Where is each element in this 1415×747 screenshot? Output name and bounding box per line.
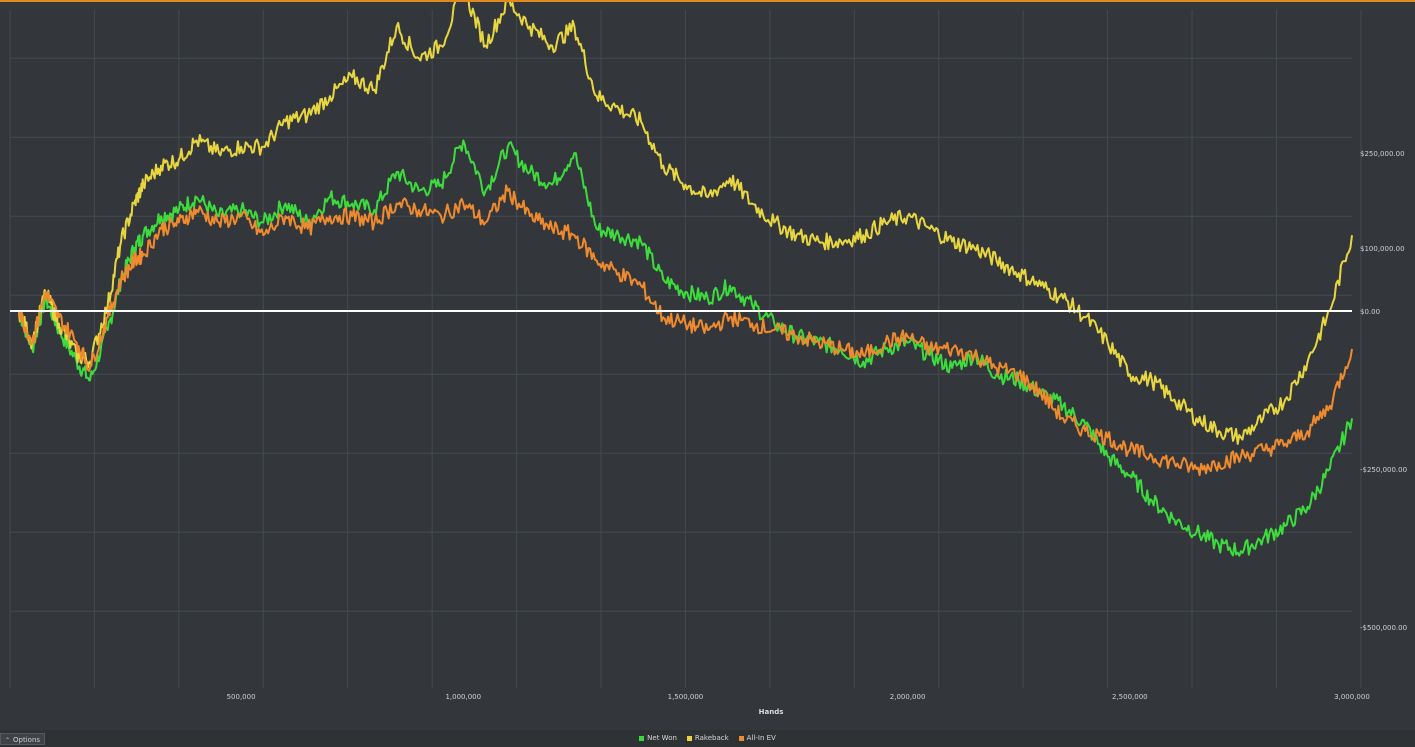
x-tick-label: 2,500,000 [1112,693,1148,701]
x-axis-ticks: 500,000 1,000,000 1,500,000 2,000,000 2,500,… [227,693,1370,701]
legend-label-all-in-ev: All-In EV [746,734,776,742]
options-button-label: Options [13,736,41,744]
legend: Net Won Rakeback All-In EV [0,731,1415,745]
x-tick-label: 1,500,000 [668,693,704,701]
y-axis-ticks: $250,000.00 $100,000.00 $0.00 -$250,000.00 -… [1360,150,1407,632]
y-tick-label: $250,000.00 [1360,150,1405,158]
legend-item-all-in-ev[interactable]: All-In EV [738,734,776,742]
legend-swatch-all-in-ev [738,735,744,741]
legend-label-net-won: Net Won [647,734,677,742]
series-lines [17,2,1353,557]
x-tick-label: 3,000,000 [1334,693,1370,701]
legend-swatch-net-won [639,735,645,741]
window-top-accent [0,0,1415,2]
y-tick-label: -$250,000.00 [1360,466,1407,474]
x-tick-label: 500,000 [227,693,256,701]
x-tick-label: 1,000,000 [445,693,481,701]
chart-svg: $250,000.00 $100,000.00 $0.00 -$250,000.00 -… [9,2,1407,716]
y-tick-label: -$500,000.00 [1360,624,1407,632]
legend-item-net-won[interactable]: Net Won [639,734,677,742]
series-line-all-in-ev [17,184,1353,477]
series-line-net-won [17,139,1353,557]
legend-item-rakeback[interactable]: Rakeback [686,734,729,742]
x-tick-label: 2,000,000 [890,693,926,701]
options-button[interactable]: ⌃ Options [0,733,46,745]
chart-area: $250,000.00 $100,000.00 $0.00 -$250,000.00 -… [0,2,1415,730]
chevron-up-icon: ⌃ [5,737,11,744]
legend-label-rakeback: Rakeback [694,734,729,742]
y-tick-label: $0.00 [1360,308,1380,316]
x-axis-label: Hands [759,708,784,716]
grid [9,10,1362,688]
legend-swatch-rakeback [686,735,692,741]
series-line-rakeback [17,2,1353,445]
y-tick-label: $100,000.00 [1360,245,1405,253]
